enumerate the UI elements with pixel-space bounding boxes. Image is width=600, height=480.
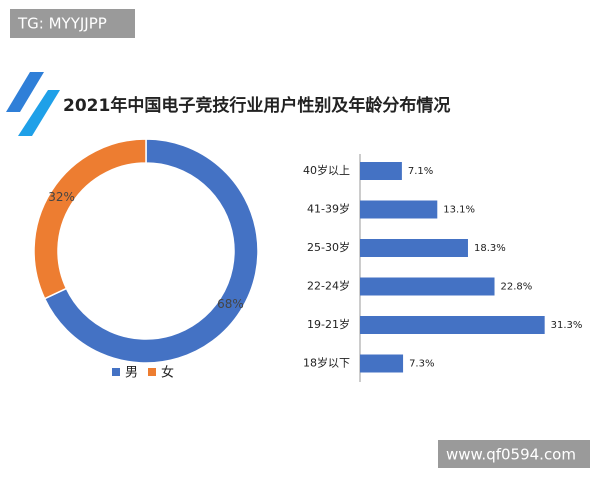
data-label: 18.3% [474,243,506,254]
bar [360,277,495,296]
watermark-box [10,9,135,38]
bar [360,162,402,180]
data-label: 31.3% [551,320,583,331]
donut-slice [43,138,259,364]
legend-swatch [112,368,120,376]
y-tick-label: 19-21岁 [307,317,350,331]
data-label: 13.1% [443,205,475,216]
title: 2021年中国电子竞技行业用户性别及年龄分布情况 [63,95,450,116]
y-tick-label: 18岁以下 [303,356,350,370]
watermark-text: www.qf0594.com [446,446,576,464]
legend-label: 女 [161,365,174,381]
data-label: 7.3% [409,359,434,370]
bar [360,354,404,373]
y-tick-label: 40岁以上 [303,163,350,177]
data-label: 22.8% [501,282,533,293]
watermark-box [438,440,590,468]
watermark-text: TG: MYYJJPP [17,15,107,33]
bar [360,316,545,334]
data-label: 68% [217,297,244,311]
logo [6,72,44,112]
data-label: 32% [48,190,75,204]
y-tick-label: 22-24岁 [307,279,350,293]
data-label: 7.1% [408,166,433,177]
legend-label: 男 [125,366,138,381]
legend-swatch [148,368,156,376]
y-tick-label: 25-30岁 [307,240,350,254]
donut-slice [33,138,147,300]
logo [18,90,60,136]
bar [360,200,438,219]
bar [360,239,468,257]
y-tick-label: 41-39岁 [307,202,350,216]
